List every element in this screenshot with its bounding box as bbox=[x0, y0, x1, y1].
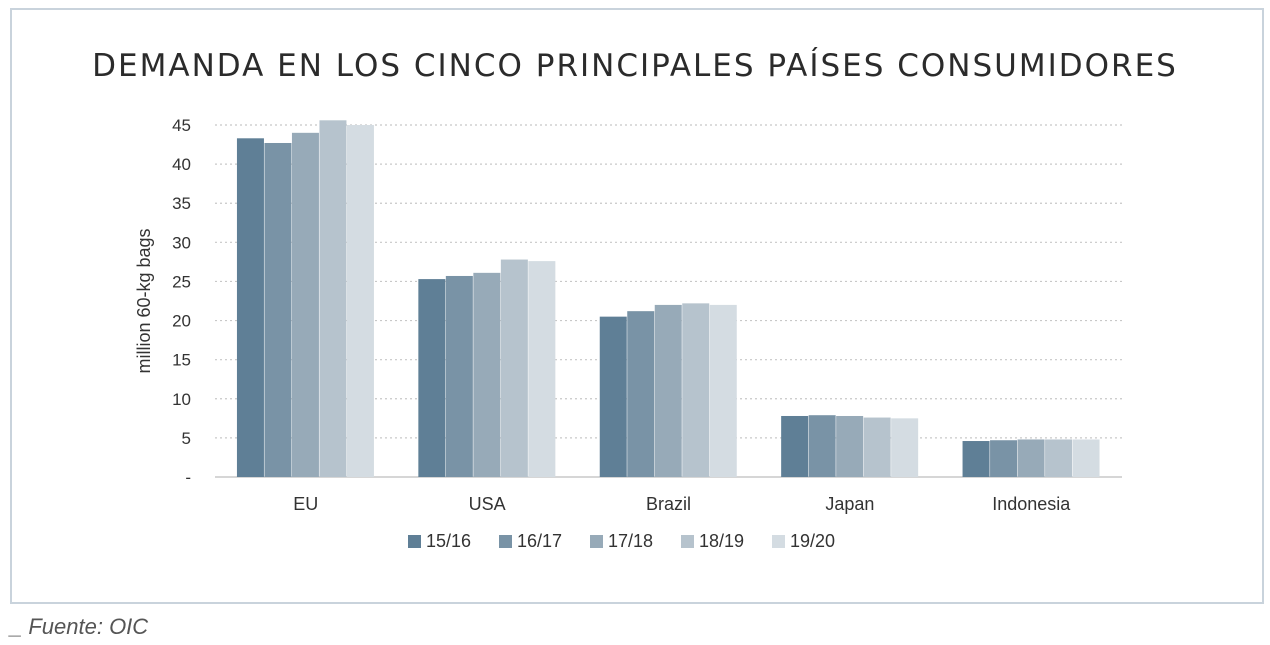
bar-indonesia-19-20 bbox=[1072, 439, 1100, 477]
legend-swatch bbox=[590, 535, 603, 548]
legend: 15/16 16/17 17/18 18/19 19/20 bbox=[408, 531, 835, 551]
bar-brazil-16-17 bbox=[627, 311, 655, 477]
bar-indonesia-17-18 bbox=[1017, 439, 1045, 477]
x-tick-label: EU bbox=[293, 494, 318, 514]
bar-brazil-19-20 bbox=[709, 304, 737, 477]
legend-label: 16/17 bbox=[517, 531, 562, 551]
bar-usa-15-16 bbox=[418, 279, 446, 477]
y-tick-label: 20 bbox=[172, 312, 191, 331]
y-axis-ticks: - 5 10 15 20 25 30 35 40 45 bbox=[172, 116, 191, 487]
y-axis-label: million 60-kg bags bbox=[134, 228, 154, 373]
bar-japan-17-18 bbox=[836, 415, 864, 477]
legend-label: 17/18 bbox=[608, 531, 653, 551]
y-tick-label: 35 bbox=[172, 194, 191, 213]
x-tick-label: USA bbox=[469, 494, 506, 514]
bar-eu-18-19 bbox=[319, 120, 347, 477]
legend-label: 19/20 bbox=[790, 531, 835, 551]
bar-eu-19-20 bbox=[346, 125, 374, 477]
chart-title: DEMANDA EN LOS CINCO PRINCIPALES PAÍSES … bbox=[92, 48, 1178, 84]
bar-japan-19-20 bbox=[891, 418, 919, 477]
y-tick-label: 30 bbox=[172, 233, 191, 252]
y-tick-label: 45 bbox=[172, 116, 191, 135]
bar-japan-16-17 bbox=[808, 415, 836, 477]
x-tick-label: Brazil bbox=[646, 494, 691, 514]
x-tick-label: Japan bbox=[825, 494, 874, 514]
bar-japan-18-19 bbox=[863, 417, 891, 477]
bar-eu-17-18 bbox=[291, 132, 319, 478]
legend-swatch bbox=[681, 535, 694, 548]
source-note: _ Fuente: OIC bbox=[10, 614, 149, 639]
legend-label: 15/16 bbox=[426, 531, 471, 551]
bar-japan-15-16 bbox=[781, 415, 809, 477]
bar-indonesia-16-17 bbox=[990, 440, 1018, 477]
y-tick-label: 25 bbox=[172, 272, 191, 291]
bar-usa-19-20 bbox=[528, 261, 556, 477]
y-tick-label: 40 bbox=[172, 155, 191, 174]
y-tick-label: 5 bbox=[182, 429, 191, 448]
y-tick-label: - bbox=[185, 468, 191, 487]
bar-eu-15-16 bbox=[236, 138, 264, 477]
legend-swatch bbox=[408, 535, 421, 548]
bar-indonesia-18-19 bbox=[1045, 439, 1073, 477]
bar-brazil-18-19 bbox=[682, 303, 710, 477]
bar-usa-17-18 bbox=[473, 272, 501, 477]
bar-indonesia-15-16 bbox=[962, 441, 990, 477]
x-axis-ticks: EU USA Brazil Japan Indonesia bbox=[293, 494, 1071, 514]
chart-frame bbox=[10, 8, 1264, 604]
y-tick-label: 10 bbox=[172, 390, 191, 409]
legend-swatch bbox=[772, 535, 785, 548]
legend-label: 18/19 bbox=[699, 531, 744, 551]
bar-usa-18-19 bbox=[500, 259, 528, 477]
bar-eu-16-17 bbox=[264, 142, 292, 478]
bars bbox=[236, 120, 1100, 478]
bar-brazil-15-16 bbox=[599, 316, 627, 477]
bar-brazil-17-18 bbox=[654, 304, 682, 477]
bar-usa-16-17 bbox=[445, 275, 473, 477]
y-tick-label: 15 bbox=[172, 351, 191, 370]
x-tick-label: Indonesia bbox=[992, 494, 1071, 514]
legend-swatch bbox=[499, 535, 512, 548]
